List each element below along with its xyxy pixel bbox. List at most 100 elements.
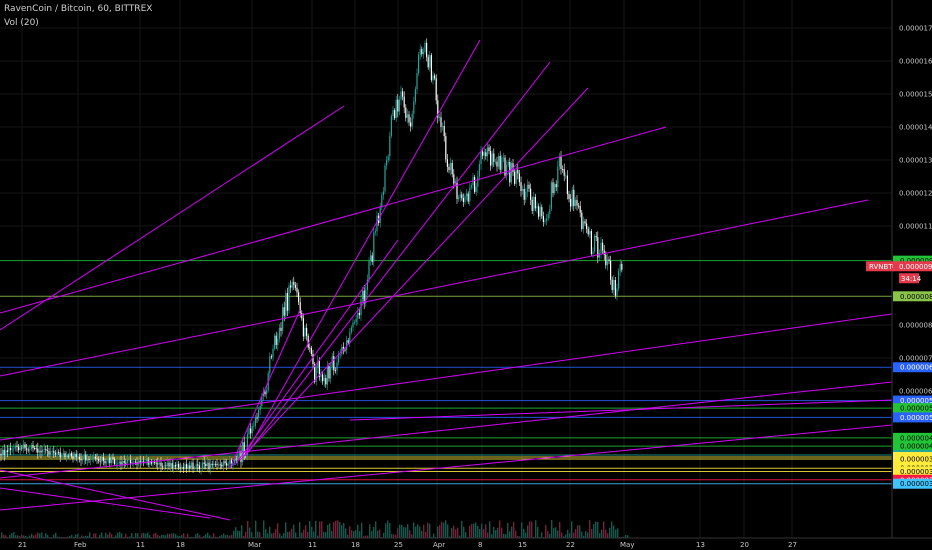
candle bbox=[118, 461, 120, 464]
candle bbox=[357, 312, 359, 319]
candle bbox=[307, 336, 309, 348]
volume-bar bbox=[525, 532, 527, 538]
volume-bar bbox=[301, 532, 303, 538]
candle bbox=[456, 181, 458, 199]
volume-bar bbox=[295, 532, 297, 538]
volume-bar bbox=[129, 536, 131, 538]
trend-line bbox=[0, 424, 893, 511]
volume-bar bbox=[567, 529, 569, 538]
candle bbox=[301, 312, 303, 319]
volume-bar bbox=[39, 533, 41, 538]
candle bbox=[466, 193, 468, 197]
volume-bar bbox=[337, 520, 339, 538]
candle bbox=[304, 327, 306, 337]
volume-bar bbox=[41, 532, 43, 538]
volume-bar bbox=[347, 534, 349, 538]
volume-bar bbox=[367, 535, 369, 538]
volume-bar bbox=[433, 533, 435, 538]
volume-bar bbox=[537, 526, 539, 538]
candle bbox=[374, 231, 376, 233]
candle bbox=[562, 168, 564, 170]
volume-bar bbox=[423, 524, 425, 538]
time-tick-label: Feb bbox=[74, 541, 87, 549]
candle bbox=[133, 461, 135, 463]
candle bbox=[590, 231, 592, 254]
volume-bar bbox=[259, 532, 261, 538]
volume-bar bbox=[211, 536, 213, 538]
candle bbox=[597, 237, 599, 258]
candle bbox=[190, 462, 192, 469]
candle bbox=[608, 259, 610, 261]
price-tick-label: 0.00001100 bbox=[899, 223, 932, 231]
candle bbox=[477, 176, 479, 187]
candle bbox=[389, 135, 391, 157]
candle bbox=[504, 157, 506, 176]
candle bbox=[181, 467, 183, 469]
volume-bar bbox=[513, 521, 515, 538]
candle bbox=[285, 293, 287, 316]
volume-bar bbox=[125, 533, 127, 538]
volume-bar bbox=[463, 526, 465, 538]
volume-bar bbox=[603, 521, 605, 538]
candle bbox=[570, 199, 572, 207]
candle bbox=[443, 126, 445, 137]
candle bbox=[179, 467, 181, 469]
candle bbox=[613, 280, 615, 291]
volume-bar bbox=[531, 521, 533, 538]
candle bbox=[315, 367, 317, 382]
candle bbox=[6, 450, 8, 452]
candle bbox=[614, 280, 616, 296]
candle bbox=[50, 451, 52, 455]
volume-bar bbox=[589, 520, 591, 538]
candle bbox=[210, 463, 212, 470]
candle bbox=[270, 356, 272, 358]
candle bbox=[395, 99, 397, 119]
candle bbox=[32, 445, 34, 449]
candle bbox=[344, 349, 346, 351]
volume-bar bbox=[587, 532, 589, 538]
candle bbox=[146, 459, 148, 461]
volume-bar bbox=[365, 535, 367, 538]
volume-bar bbox=[391, 534, 393, 538]
volume-bar bbox=[245, 531, 247, 538]
candle bbox=[366, 279, 368, 290]
volume-bar bbox=[613, 525, 615, 538]
volume-bar bbox=[177, 535, 179, 538]
volume-bar bbox=[361, 522, 363, 538]
symbol-tag-bg bbox=[866, 261, 894, 272]
candle bbox=[462, 198, 464, 203]
volume-bar bbox=[459, 535, 461, 538]
price-tag-value: 0.00000548 bbox=[900, 405, 932, 413]
candle bbox=[171, 463, 173, 468]
volume-bar bbox=[501, 527, 503, 538]
candle bbox=[421, 49, 423, 55]
volume-bar bbox=[141, 533, 143, 538]
volume-bar bbox=[505, 534, 507, 538]
candle bbox=[154, 461, 156, 463]
candle bbox=[19, 447, 21, 451]
volume-bar bbox=[147, 532, 149, 538]
volume-bar bbox=[579, 525, 581, 538]
candle bbox=[186, 464, 188, 469]
candle bbox=[2, 449, 4, 456]
volume-bar bbox=[75, 534, 77, 538]
candle bbox=[10, 447, 12, 450]
volume-bar bbox=[59, 536, 61, 538]
candle bbox=[334, 370, 336, 372]
candle bbox=[574, 200, 576, 207]
candle bbox=[598, 253, 600, 258]
candle bbox=[474, 176, 476, 192]
candle bbox=[82, 459, 84, 461]
candle bbox=[14, 445, 16, 449]
candle bbox=[259, 406, 261, 410]
candle bbox=[150, 460, 152, 464]
candle bbox=[117, 463, 119, 465]
candle bbox=[416, 73, 418, 90]
volume-bar bbox=[591, 528, 593, 538]
trend-line bbox=[0, 126, 667, 314]
candle bbox=[157, 463, 159, 465]
candle bbox=[112, 457, 114, 460]
candle bbox=[86, 459, 88, 461]
